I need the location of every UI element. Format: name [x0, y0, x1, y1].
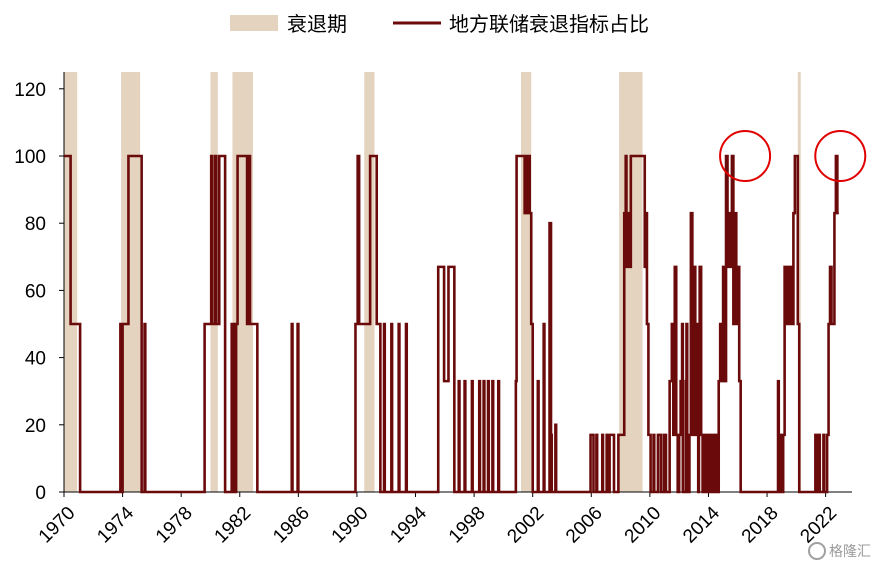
x-tick-label: 2014	[679, 502, 724, 547]
x-tick-label: 2022	[796, 503, 841, 548]
x-tick-label: 2018	[738, 503, 783, 548]
y-tick-label: 40	[25, 349, 46, 370]
logo-icon	[808, 542, 826, 560]
y-tick-label: 60	[25, 281, 46, 302]
x-tick-label: 2006	[562, 503, 607, 548]
y-tick-label: 120	[14, 80, 46, 101]
recession-band	[619, 72, 643, 492]
recession-band	[520, 72, 532, 492]
legend-series-label: 地方联储衰退指标占比	[449, 12, 649, 36]
x-tick-label: 1998	[445, 503, 490, 548]
y-tick-label: 80	[25, 214, 46, 235]
legend: 衰退期 地方联储衰退指标占比	[230, 12, 649, 36]
x-tick-label: 1990	[328, 503, 373, 548]
x-tick-label: 1974	[93, 502, 138, 547]
legend-recession-swatch	[230, 15, 278, 31]
watermark: 格隆汇	[808, 542, 871, 560]
y-tick-label: 20	[25, 416, 46, 437]
x-tick-label: 2010	[621, 503, 666, 548]
annotations	[719, 130, 867, 182]
highlight-circle	[814, 130, 867, 182]
x-tick-label: 1986	[269, 503, 314, 548]
y-tick-label: 100	[14, 147, 46, 168]
recession-band	[797, 72, 801, 492]
y-tick-label: 0	[35, 483, 46, 504]
recession-band	[121, 72, 141, 492]
x-tick-label: 1978	[152, 503, 197, 548]
x-tick-label: 1994	[386, 502, 431, 547]
x-tick-label: 2002	[503, 503, 548, 548]
watermark-text: 格隆汇	[829, 544, 871, 560]
highlight-circle	[719, 130, 772, 182]
x-tick-label: 1982	[211, 503, 256, 548]
series-layer	[64, 154, 839, 494]
series-line	[64, 154, 839, 494]
legend-recession-label: 衰退期	[287, 12, 347, 36]
x-tick-label: 1970	[35, 503, 80, 548]
